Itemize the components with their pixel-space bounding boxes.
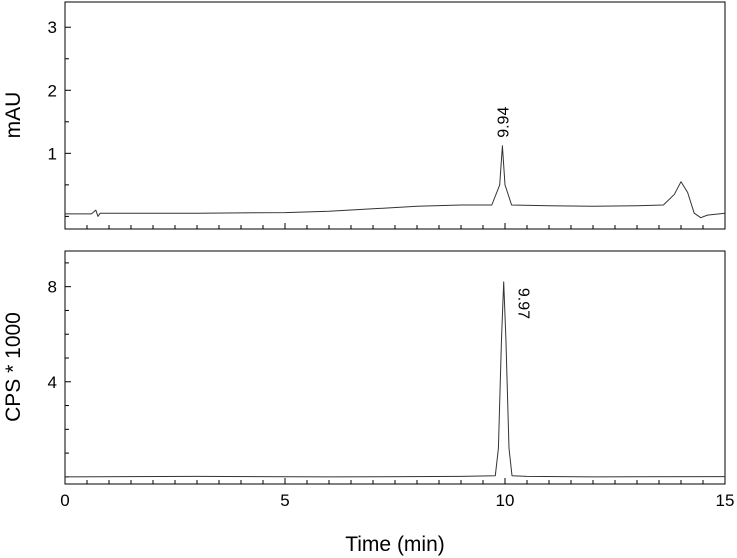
ms-panel-frame	[64, 250, 726, 485]
x-axis-label: Time (min)	[345, 533, 445, 556]
uv-y-tick-label: 1	[48, 144, 57, 163]
x-tick-label: 0	[60, 491, 69, 510]
ms-y-tick-label: 8	[48, 278, 57, 297]
uv-y-tick-label: 2	[48, 81, 57, 100]
ms-trace	[64, 281, 726, 478]
ms-panel: 4 8 9.97 0 5 10 15	[48, 250, 735, 510]
uv-y-tick-label: 3	[48, 18, 57, 37]
ms-y-tick-label: 4	[48, 373, 57, 392]
uv-y-axis-label: mAU	[2, 92, 25, 139]
uv-peak-label: 9.94	[495, 107, 512, 138]
uv-panel-frame	[64, 1, 726, 230]
x-tick-label: 10	[496, 491, 515, 510]
ms-peak-label: 9.97	[515, 288, 532, 319]
uv-trace	[65, 145, 726, 219]
ms-y-axis-label: CPS * 1000	[2, 312, 25, 422]
x-tick-label: 5	[280, 491, 289, 510]
uv-panel: 1 2 3 9.94	[48, 1, 726, 230]
x-tick-label: 15	[716, 491, 735, 510]
